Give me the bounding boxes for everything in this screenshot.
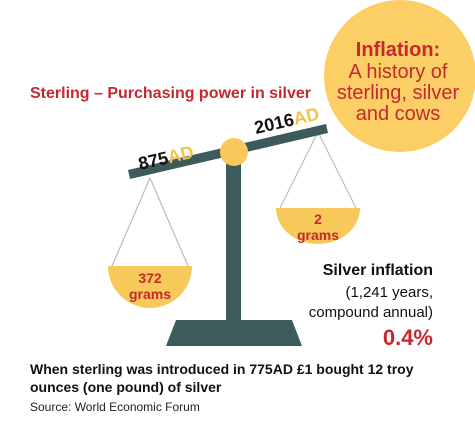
badge-line: Inflation: xyxy=(356,39,440,61)
title: Sterling – Purchasing power in silver xyxy=(30,85,311,102)
note-line: (1,241 years, xyxy=(345,284,433,301)
right-unit: grams xyxy=(297,227,339,243)
scale-post xyxy=(226,150,241,322)
right-amount: 2 xyxy=(314,211,322,227)
footer-line: ounces (one pound) of silver xyxy=(30,379,222,395)
footer-line: When sterling was introduced in 775AD £1… xyxy=(30,361,414,377)
badge-circle xyxy=(324,0,475,152)
note-line: compound annual) xyxy=(309,304,433,321)
right-era: AD xyxy=(291,104,321,129)
badge-line: sterling, silver xyxy=(337,82,460,104)
right-pan xyxy=(276,208,360,244)
left-unit: grams xyxy=(129,286,171,302)
note-rate: 0.4% xyxy=(383,325,433,350)
scale-pivot xyxy=(220,138,248,166)
badge-line: and cows xyxy=(356,103,441,125)
left-pan xyxy=(108,266,192,308)
left-amount: 372 xyxy=(138,270,162,286)
note-heading: Silver inflation xyxy=(323,262,433,279)
pan-strings xyxy=(111,131,357,267)
badge-line: A history of xyxy=(349,61,448,83)
footer-source: Source: World Economic Forum xyxy=(30,400,200,414)
scale-base xyxy=(166,320,302,346)
